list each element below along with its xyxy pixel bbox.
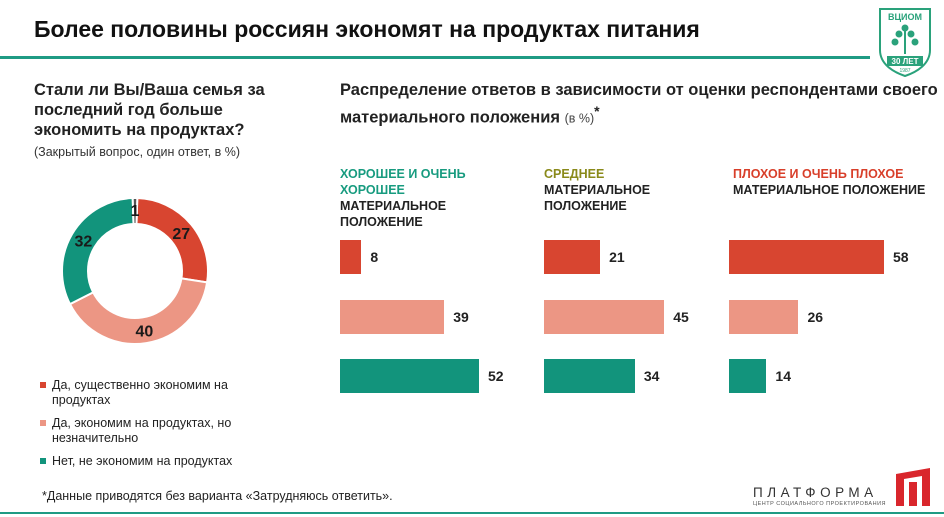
brand-name: ПЛАТФОРМА: [753, 485, 878, 500]
legend-swatch: [40, 458, 46, 464]
donut-value-label: 32: [74, 233, 92, 250]
vciom-logo: ВЦИОМ 30 ЛЕТ 1987: [879, 8, 931, 78]
group-header-average-rest: МАТЕРИАЛЬНОЕ ПОЛОЖЕНИЕ: [544, 183, 651, 213]
bar-value-label: 8: [370, 249, 379, 265]
legend-item: Да, существенно экономим на продуктах: [40, 378, 280, 408]
bar-value-label: 45: [673, 309, 689, 325]
donut-legend: Да, существенно экономим на продуктах Да,…: [40, 378, 280, 477]
bar: [340, 240, 362, 274]
bar-value-label: 39: [453, 309, 469, 325]
donut-subtitle: (Закрытый вопрос, один ответ, в %): [34, 145, 240, 159]
group-header-bad-rest: МАТЕРИАЛЬНОЕ ПОЛОЖЕНИЕ: [733, 183, 926, 197]
group-header-average: СРЕДНЕЕ МАТЕРИАЛЬНОЕ ПОЛОЖЕНИЕ: [544, 166, 684, 214]
legend-swatch: [40, 420, 46, 426]
bars-question-unit: (в %): [564, 111, 595, 126]
footnote: *Данные приводятся без варианта «Затрудн…: [42, 489, 393, 503]
group-header-good-rest: МАТЕРИАЛЬНОЕ ПОЛОЖЕНИЕ: [340, 199, 447, 229]
bars-question: Распределение ответов в зависимости от о…: [340, 80, 940, 130]
group-header-good-accent: ХОРОШЕЕ И ОЧЕНЬ ХОРОШЕЕ: [340, 167, 466, 197]
group-header-bad-accent: ПЛОХОЕ И ОЧЕНЬ ПЛОХОЕ: [733, 167, 904, 181]
legend-item: Да, экономим на продуктах, но незначител…: [40, 416, 280, 446]
bars-question-asterisk: *: [594, 103, 600, 119]
brand-tagline: ЦЕНТР СОЦИАЛЬНОГО ПРОЕКТИРОВАНИЯ: [753, 501, 886, 507]
bar-value-label: 34: [643, 368, 660, 384]
bar: [544, 300, 665, 334]
footer-divider: [0, 512, 944, 514]
bar: [544, 359, 635, 393]
legend-item: Нет, не экономим на продуктах: [40, 454, 280, 469]
bar: [340, 300, 445, 334]
page-title: Более половины россиян экономят на проду…: [34, 16, 700, 42]
legend-label: Нет, не экономим на продуктах: [52, 454, 233, 468]
donut-slice: [68, 277, 209, 345]
bar: [729, 359, 767, 393]
logo-years: 30 ЛЕТ: [892, 57, 919, 66]
donut-value-label: 40: [135, 323, 153, 340]
donut-chart: 27 40 32 1: [61, 197, 209, 345]
donut-slice: [131, 197, 139, 226]
bar-value-label: 58: [893, 249, 909, 265]
logo-since: 1987: [899, 68, 910, 74]
bar-value-label: 14: [775, 368, 791, 384]
legend-label: Да, существенно экономим на продуктах: [52, 378, 228, 407]
donut-question: Стали ли Вы/Ваша семья за последний год …: [34, 81, 265, 139]
bar-value-label: 52: [487, 368, 504, 384]
bar-value-label: 26: [807, 309, 824, 325]
donut-value-label: 1: [131, 203, 140, 220]
bar: [729, 240, 884, 274]
logo-title: ВЦИОМ: [888, 12, 922, 22]
legend-label: Да, экономим на продуктах, но незначител…: [52, 416, 232, 445]
legend-swatch: [40, 382, 46, 388]
bar: [729, 300, 799, 334]
group-header-average-accent: СРЕДНЕЕ: [544, 167, 605, 181]
group-header-good: ХОРОШЕЕ И ОЧЕНЬ ХОРОШЕЕ МАТЕРИАЛЬНОЕ ПОЛ…: [340, 166, 490, 230]
platforma-logo-icon: [896, 468, 930, 506]
group-header-bad: ПЛОХОЕ И ОЧЕНЬ ПЛОХОЕ МАТЕРИАЛЬНОЕ ПОЛОЖ…: [733, 166, 933, 198]
bar-value-label: 21: [609, 249, 625, 265]
bar: [544, 240, 601, 274]
bars-question-text: Распределение ответов в зависимости от о…: [340, 81, 938, 127]
title-divider: [0, 56, 870, 59]
bar: [340, 359, 479, 393]
donut-value-label: 27: [172, 226, 190, 243]
platforma-brand: ПЛАТФОРМА ЦЕНТР СОЦИАЛЬНОГО ПРОЕКТИРОВАН…: [753, 485, 888, 507]
